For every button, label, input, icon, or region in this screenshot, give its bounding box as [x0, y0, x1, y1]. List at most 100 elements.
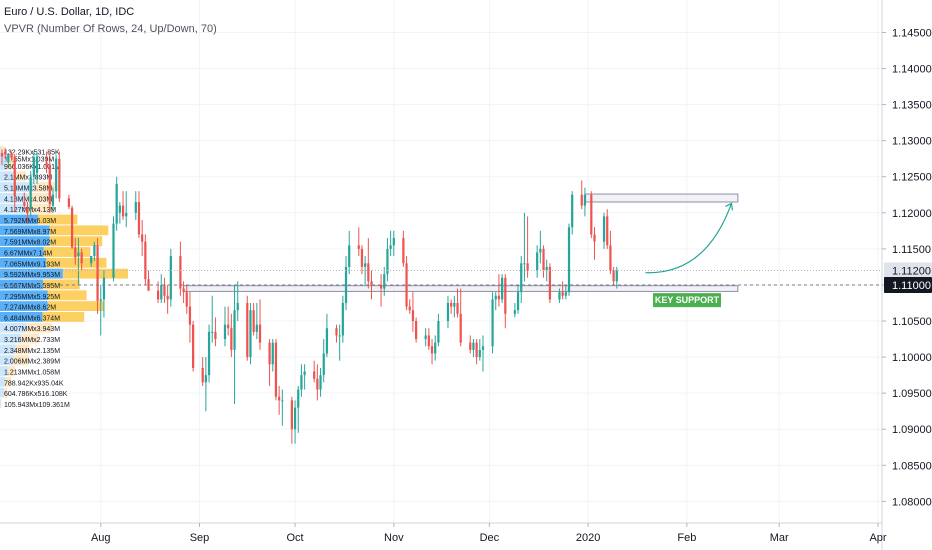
volume-profile-up-bar — [0, 355, 14, 366]
y-tick-label: 1.10500 — [892, 316, 932, 328]
volume-profile-label: 6.67MMx7.14M — [4, 250, 52, 257]
price-tag-bg — [884, 276, 932, 293]
volume-profile-label: 1.155Mx1.039M — [4, 157, 54, 164]
x-tick-label: Apr — [869, 532, 886, 544]
candle-body — [456, 302, 459, 314]
volume-profile-down-bar — [49, 236, 103, 247]
volume-profile-up-bar — [0, 160, 7, 171]
volume-profile-up-bar — [0, 171, 14, 182]
candle-body — [144, 241, 147, 280]
candle-body — [545, 266, 548, 271]
candle-body — [0, 152, 4, 157]
volume-profile-up-bar — [0, 387, 4, 398]
candle-body — [45, 162, 48, 168]
key-support-label: KEY SUPPORT — [655, 295, 720, 305]
candle-body — [360, 248, 364, 267]
candle-body — [233, 310, 236, 350]
candle-body — [450, 302, 453, 307]
candle-body — [383, 274, 386, 289]
candle-body — [615, 270, 618, 282]
candle-body — [325, 328, 329, 354]
y-tick-label: 1.10000 — [892, 352, 932, 364]
candle-body — [609, 245, 612, 271]
candle-body — [501, 277, 504, 300]
volume-profile-label: 6.484MMx6.374M — [4, 315, 60, 322]
candle-body — [169, 256, 172, 300]
volume-profile-label: 2.006MMx2.389M — [4, 359, 60, 366]
candle-body — [571, 194, 574, 228]
candle-body — [125, 212, 128, 217]
volume-profile-label: 2.1MMx1.893M — [4, 175, 52, 182]
volume-profile-down-bar — [6, 160, 13, 171]
candle-body — [520, 263, 523, 293]
candle-body — [293, 407, 297, 430]
candle-body — [271, 342, 274, 365]
volume-profile-down-bar — [27, 192, 54, 203]
volume-profile-up-bar — [0, 192, 28, 203]
candle-body — [593, 234, 596, 242]
candle-body — [430, 346, 434, 354]
candle-body — [185, 292, 188, 307]
candle-body — [300, 375, 303, 390]
volume-profile-down-bar — [27, 203, 55, 214]
volume-profile-down-bar — [0, 146, 5, 156]
x-tick-label: Sep — [190, 532, 210, 544]
candle-body — [141, 234, 144, 242]
price-tag-label: 1.11000 — [892, 280, 931, 292]
candle-body — [472, 342, 475, 350]
y-tick-label: 1.08500 — [892, 460, 932, 472]
candle-body — [357, 245, 360, 249]
candle-body — [564, 292, 567, 296]
volume-profile-label: 7.295MMx5.925M — [4, 294, 60, 301]
grid — [0, 0, 882, 523]
candle-body — [580, 194, 583, 206]
candle-body — [379, 284, 383, 289]
candle-body — [67, 198, 71, 208]
candle-body — [230, 328, 233, 350]
candle-body — [252, 310, 255, 332]
candle-body — [344, 266, 348, 303]
candle-body — [338, 335, 341, 337]
volume-profile-up-bar — [0, 290, 48, 301]
volume-profile-label: 4.127MMx4.13M — [4, 207, 56, 214]
candle-body — [249, 310, 252, 358]
y-tick-label: 1.13000 — [892, 136, 932, 148]
candle-body — [55, 158, 58, 192]
candle-body — [179, 256, 182, 289]
candle-body — [134, 201, 137, 213]
candle-body — [26, 207, 29, 214]
candle-body — [542, 248, 545, 271]
candle-body — [319, 375, 322, 390]
candle-body — [402, 238, 405, 264]
candle-body — [497, 295, 501, 300]
volume-profile-up-bar — [0, 301, 48, 311]
volume-profile-down-bar — [47, 301, 105, 311]
price-tag: 1.11200 — [884, 262, 932, 279]
volume-profile-label: 7.591MMx8.02M — [4, 240, 56, 247]
volume-profile-label: 2.348MMx2.135M — [4, 348, 60, 355]
volume-profile-up-bar — [0, 153, 8, 164]
candle-body — [548, 266, 552, 300]
candle-body — [453, 302, 456, 307]
candle-body — [408, 306, 411, 311]
volume-profile-up-bar — [0, 398, 1, 409]
candle-body — [115, 183, 118, 224]
candle-body — [214, 331, 217, 340]
volume-profile-down-bar — [13, 355, 29, 366]
candle-body — [539, 248, 542, 253]
candle-body — [290, 400, 293, 430]
candle-body — [494, 295, 497, 300]
volume-profile-down-bar — [3, 387, 8, 398]
candle-body — [424, 335, 427, 340]
volume-profile-down-bar — [49, 225, 109, 236]
candle-body — [156, 290, 160, 300]
candle-body — [427, 335, 430, 347]
volume-profile-down-bar — [37, 214, 78, 225]
candle-body — [58, 158, 61, 199]
volume-profile-label: 5.792MMx6.03M — [4, 218, 56, 225]
x-tick-label: Aug — [91, 532, 111, 544]
candle-body — [121, 205, 125, 217]
candle-body — [590, 194, 593, 235]
candle-body — [188, 306, 192, 325]
